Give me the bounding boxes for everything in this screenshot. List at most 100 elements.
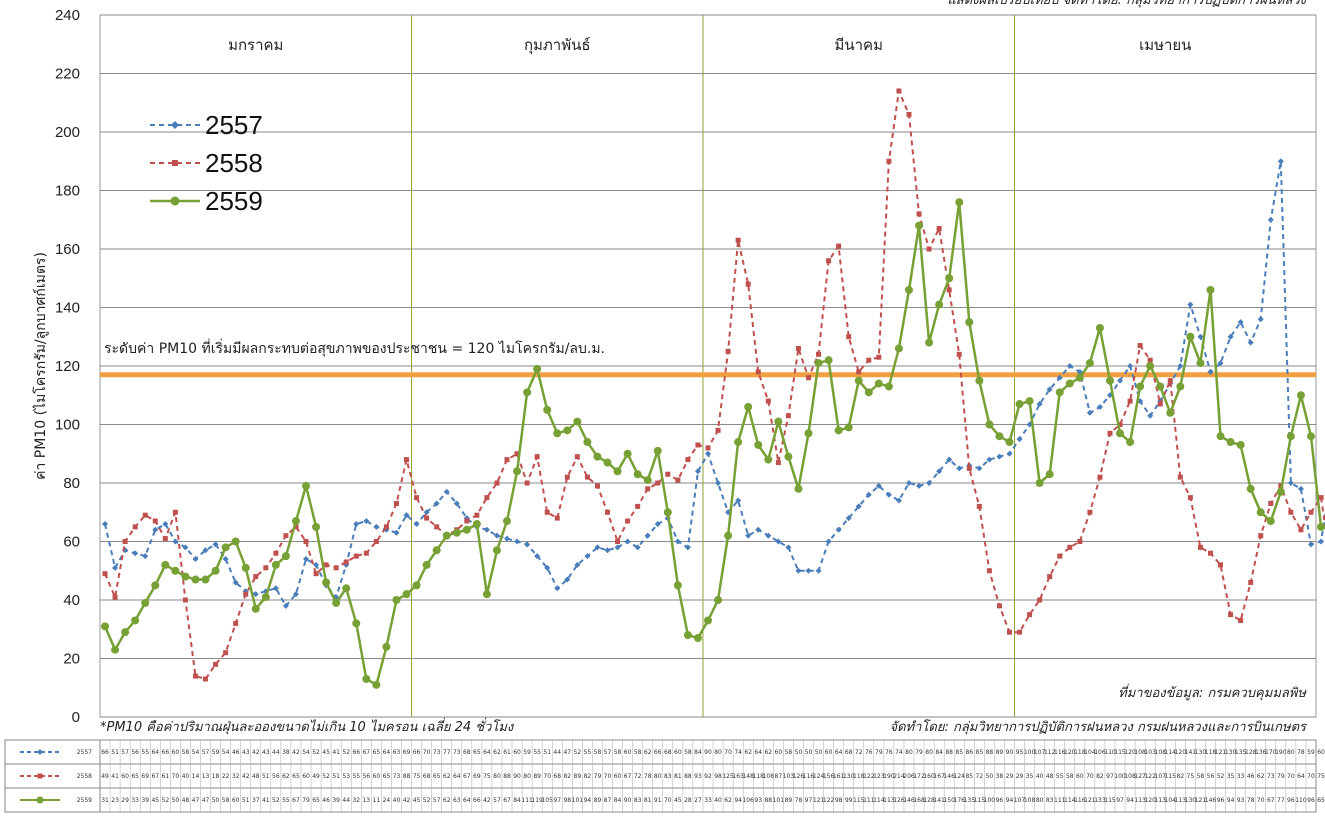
table-cell: 52: [1217, 773, 1225, 780]
data-point: [434, 524, 440, 530]
data-point: [1086, 409, 1093, 416]
data-point: [111, 645, 120, 654]
table-cell: 83: [664, 773, 672, 780]
data-point: [1066, 363, 1073, 369]
data-point: [483, 526, 490, 533]
data-point: [584, 553, 591, 560]
data-point: [182, 597, 188, 603]
data-point: [694, 468, 701, 475]
data-point: [1027, 612, 1033, 618]
data-point: [482, 590, 491, 599]
table-cell: 167: [933, 773, 945, 780]
data-point: [926, 480, 933, 486]
table-cell: 70: [423, 749, 431, 756]
table-cell: 104: [1084, 749, 1096, 756]
table-cell: 80: [714, 749, 722, 756]
data-point: [554, 585, 561, 592]
table-cell: 80: [654, 773, 662, 780]
data-point: [524, 541, 531, 548]
data-point: [745, 281, 751, 287]
table-cell: 93: [694, 773, 702, 780]
data-point: [393, 500, 399, 506]
data-point: [352, 619, 361, 628]
data-point: [553, 429, 562, 438]
table-cell: 88: [764, 797, 772, 804]
data-point: [464, 518, 470, 524]
table-cell: 88: [684, 773, 692, 780]
table-cell: 59: [523, 749, 531, 756]
table-cell: 64: [383, 749, 391, 756]
table-cell: 57: [604, 749, 612, 756]
table-cell: 50: [986, 773, 994, 780]
data-point: [513, 467, 522, 476]
table-cell: 130: [1185, 797, 1197, 804]
data-point: [533, 364, 542, 373]
data-point: [604, 547, 611, 554]
data-point: [1297, 485, 1304, 492]
table-cell: 73: [453, 749, 461, 756]
data-point: [695, 442, 701, 448]
data-point: [564, 576, 571, 583]
data-point: [403, 512, 410, 519]
table-cell: 100: [1024, 749, 1036, 756]
table-cell: 53: [342, 773, 350, 780]
data-point: [1055, 388, 1064, 397]
data-point: [102, 571, 108, 577]
table-cell: 88: [986, 749, 994, 756]
table-cell: 38: [996, 773, 1004, 780]
table-cell: 60: [825, 749, 833, 756]
data-point: [635, 503, 641, 509]
data-point: [774, 417, 783, 426]
data-point: [1228, 612, 1234, 618]
data-point: [613, 467, 622, 476]
data-point: [824, 356, 833, 365]
table-cell: 65: [131, 773, 139, 780]
table-cell: 57: [493, 797, 501, 804]
table-cell: 90: [513, 773, 521, 780]
table-cell: 107: [1014, 797, 1026, 804]
y-tick-label: 80: [63, 475, 80, 492]
y-tick-label: 0: [72, 709, 80, 726]
legend-item: 2559: [150, 186, 263, 216]
y-axis-label: ค่า PM10 (ไมโครกรัม/ลูกบาศก์เมตร): [32, 252, 49, 480]
data-point: [172, 538, 179, 545]
data-point: [1207, 368, 1214, 375]
table-cell: 58: [222, 797, 230, 804]
data-point: [162, 520, 169, 527]
table-cell: 81: [674, 773, 682, 780]
data-point: [152, 518, 158, 524]
data-point: [1268, 500, 1274, 506]
data-point: [1236, 440, 1245, 449]
table-cell: 82: [1177, 773, 1185, 780]
table-cell: 56: [272, 773, 280, 780]
data-point: [333, 565, 339, 571]
table-cell: 120: [1144, 797, 1156, 804]
data-point: [131, 616, 140, 625]
data-point: [885, 491, 892, 498]
table-cell: 54: [192, 749, 200, 756]
data-point: [232, 579, 239, 586]
data-point: [1025, 397, 1034, 406]
data-point: [735, 497, 742, 504]
data-point: [1176, 382, 1185, 391]
data-point: [995, 432, 1004, 441]
table-cell: 45: [674, 797, 682, 804]
table-cell: 79: [1277, 773, 1285, 780]
table-cell: 146: [943, 773, 955, 780]
top-note: แสดงผลเปรียบเทียบ จัดทำโดย: กลุ่มวิทยากา…: [947, 0, 1307, 8]
data-point: [755, 526, 762, 533]
table-cell: 45: [151, 797, 159, 804]
data-point: [1197, 544, 1203, 550]
table-cell: 70: [604, 773, 612, 780]
data-point: [1258, 533, 1264, 539]
data-point: [291, 517, 300, 526]
table-cell: 67: [292, 797, 300, 804]
data-point: [433, 500, 440, 507]
table-cell: 115: [853, 797, 865, 804]
table-cell: 105: [541, 797, 553, 804]
table-cell: 52: [322, 773, 330, 780]
table-cell: 93: [754, 797, 762, 804]
table-cell: 79: [915, 749, 923, 756]
table-cell: 22: [222, 773, 230, 780]
